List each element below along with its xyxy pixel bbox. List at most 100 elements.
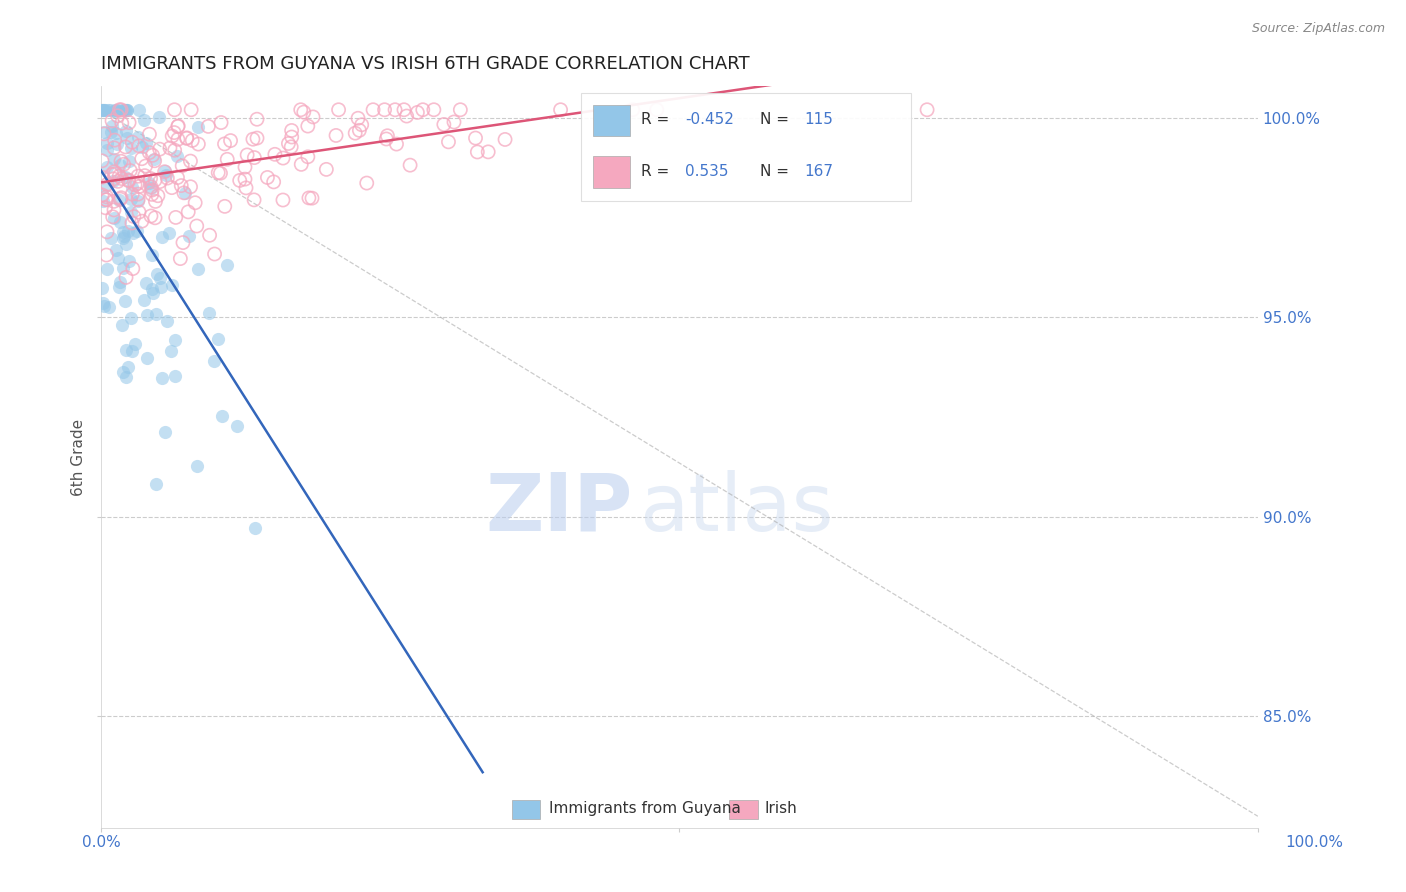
Text: N =: N = xyxy=(761,112,794,128)
Text: 0.535: 0.535 xyxy=(685,164,728,179)
Point xyxy=(233,160,256,174)
Point xyxy=(187,120,209,134)
Point xyxy=(135,308,157,322)
Bar xyxy=(730,800,758,819)
Point xyxy=(138,145,160,160)
Point xyxy=(344,126,367,140)
Point xyxy=(215,258,238,272)
Point xyxy=(174,186,197,200)
Point xyxy=(100,120,122,134)
Point xyxy=(280,130,302,145)
Point xyxy=(122,210,145,224)
Point xyxy=(136,351,159,365)
Point xyxy=(121,216,143,230)
Point xyxy=(112,365,135,379)
Point xyxy=(103,165,125,179)
Point xyxy=(103,104,125,119)
Point xyxy=(177,205,200,219)
Point xyxy=(111,103,134,117)
Point xyxy=(302,110,325,124)
Point xyxy=(449,103,471,117)
Point xyxy=(160,129,183,144)
Point xyxy=(169,252,191,266)
Point xyxy=(467,145,489,159)
Point xyxy=(128,179,150,194)
Point xyxy=(121,344,143,359)
Point xyxy=(98,103,121,117)
Bar xyxy=(512,800,540,819)
Point xyxy=(173,186,195,200)
Point xyxy=(384,103,406,117)
Point xyxy=(280,123,302,137)
Point xyxy=(145,194,167,209)
Point xyxy=(115,124,138,138)
Point xyxy=(114,170,136,185)
Point xyxy=(114,293,136,308)
Point xyxy=(412,103,434,117)
Point xyxy=(166,149,188,163)
Point xyxy=(209,166,232,180)
Point xyxy=(149,175,172,189)
Point xyxy=(111,260,134,275)
Point xyxy=(172,159,194,173)
Text: -0.452: -0.452 xyxy=(685,112,734,128)
Point xyxy=(118,115,141,129)
Point xyxy=(143,153,166,168)
Point xyxy=(149,270,172,285)
Point xyxy=(163,143,186,157)
Point xyxy=(385,136,408,151)
Point xyxy=(207,166,229,180)
Point xyxy=(163,126,186,140)
Point xyxy=(120,141,142,155)
Point xyxy=(219,134,242,148)
Point xyxy=(134,293,156,307)
Point xyxy=(96,143,118,157)
Point xyxy=(181,133,204,147)
Point xyxy=(124,337,146,351)
Point xyxy=(110,192,132,206)
Point xyxy=(217,153,239,167)
Point xyxy=(160,180,183,194)
Point xyxy=(96,261,118,276)
Point xyxy=(236,148,259,162)
Point xyxy=(153,165,176,179)
Point xyxy=(271,193,294,207)
Point xyxy=(356,176,378,190)
Point xyxy=(91,103,114,117)
Point xyxy=(645,103,668,117)
Point xyxy=(135,276,157,290)
Point xyxy=(423,103,446,117)
Point xyxy=(139,209,162,223)
Point xyxy=(150,229,173,244)
Point xyxy=(103,152,125,166)
Point xyxy=(111,318,134,332)
Point xyxy=(361,103,384,117)
Point xyxy=(111,171,134,186)
Point xyxy=(96,160,118,174)
Point xyxy=(101,113,124,128)
Point xyxy=(93,180,115,194)
Point xyxy=(127,224,149,238)
Point xyxy=(156,314,179,328)
Point xyxy=(243,193,266,207)
Point xyxy=(280,140,302,154)
Point xyxy=(277,136,299,151)
Point xyxy=(167,132,190,146)
Point xyxy=(110,191,132,205)
Point xyxy=(198,228,221,243)
Point xyxy=(138,176,160,190)
Point xyxy=(112,157,135,171)
Text: 100.0%: 100.0% xyxy=(1285,836,1344,850)
Point xyxy=(143,173,166,187)
Point xyxy=(104,167,127,181)
Text: atlas: atlas xyxy=(638,470,834,548)
Point xyxy=(263,175,285,189)
Point xyxy=(114,103,136,117)
Point xyxy=(141,187,163,202)
Text: N =: N = xyxy=(761,164,794,179)
Point xyxy=(315,162,337,177)
Point xyxy=(246,131,269,145)
Text: R =: R = xyxy=(641,164,679,179)
Point xyxy=(377,128,399,143)
Point xyxy=(127,194,149,209)
